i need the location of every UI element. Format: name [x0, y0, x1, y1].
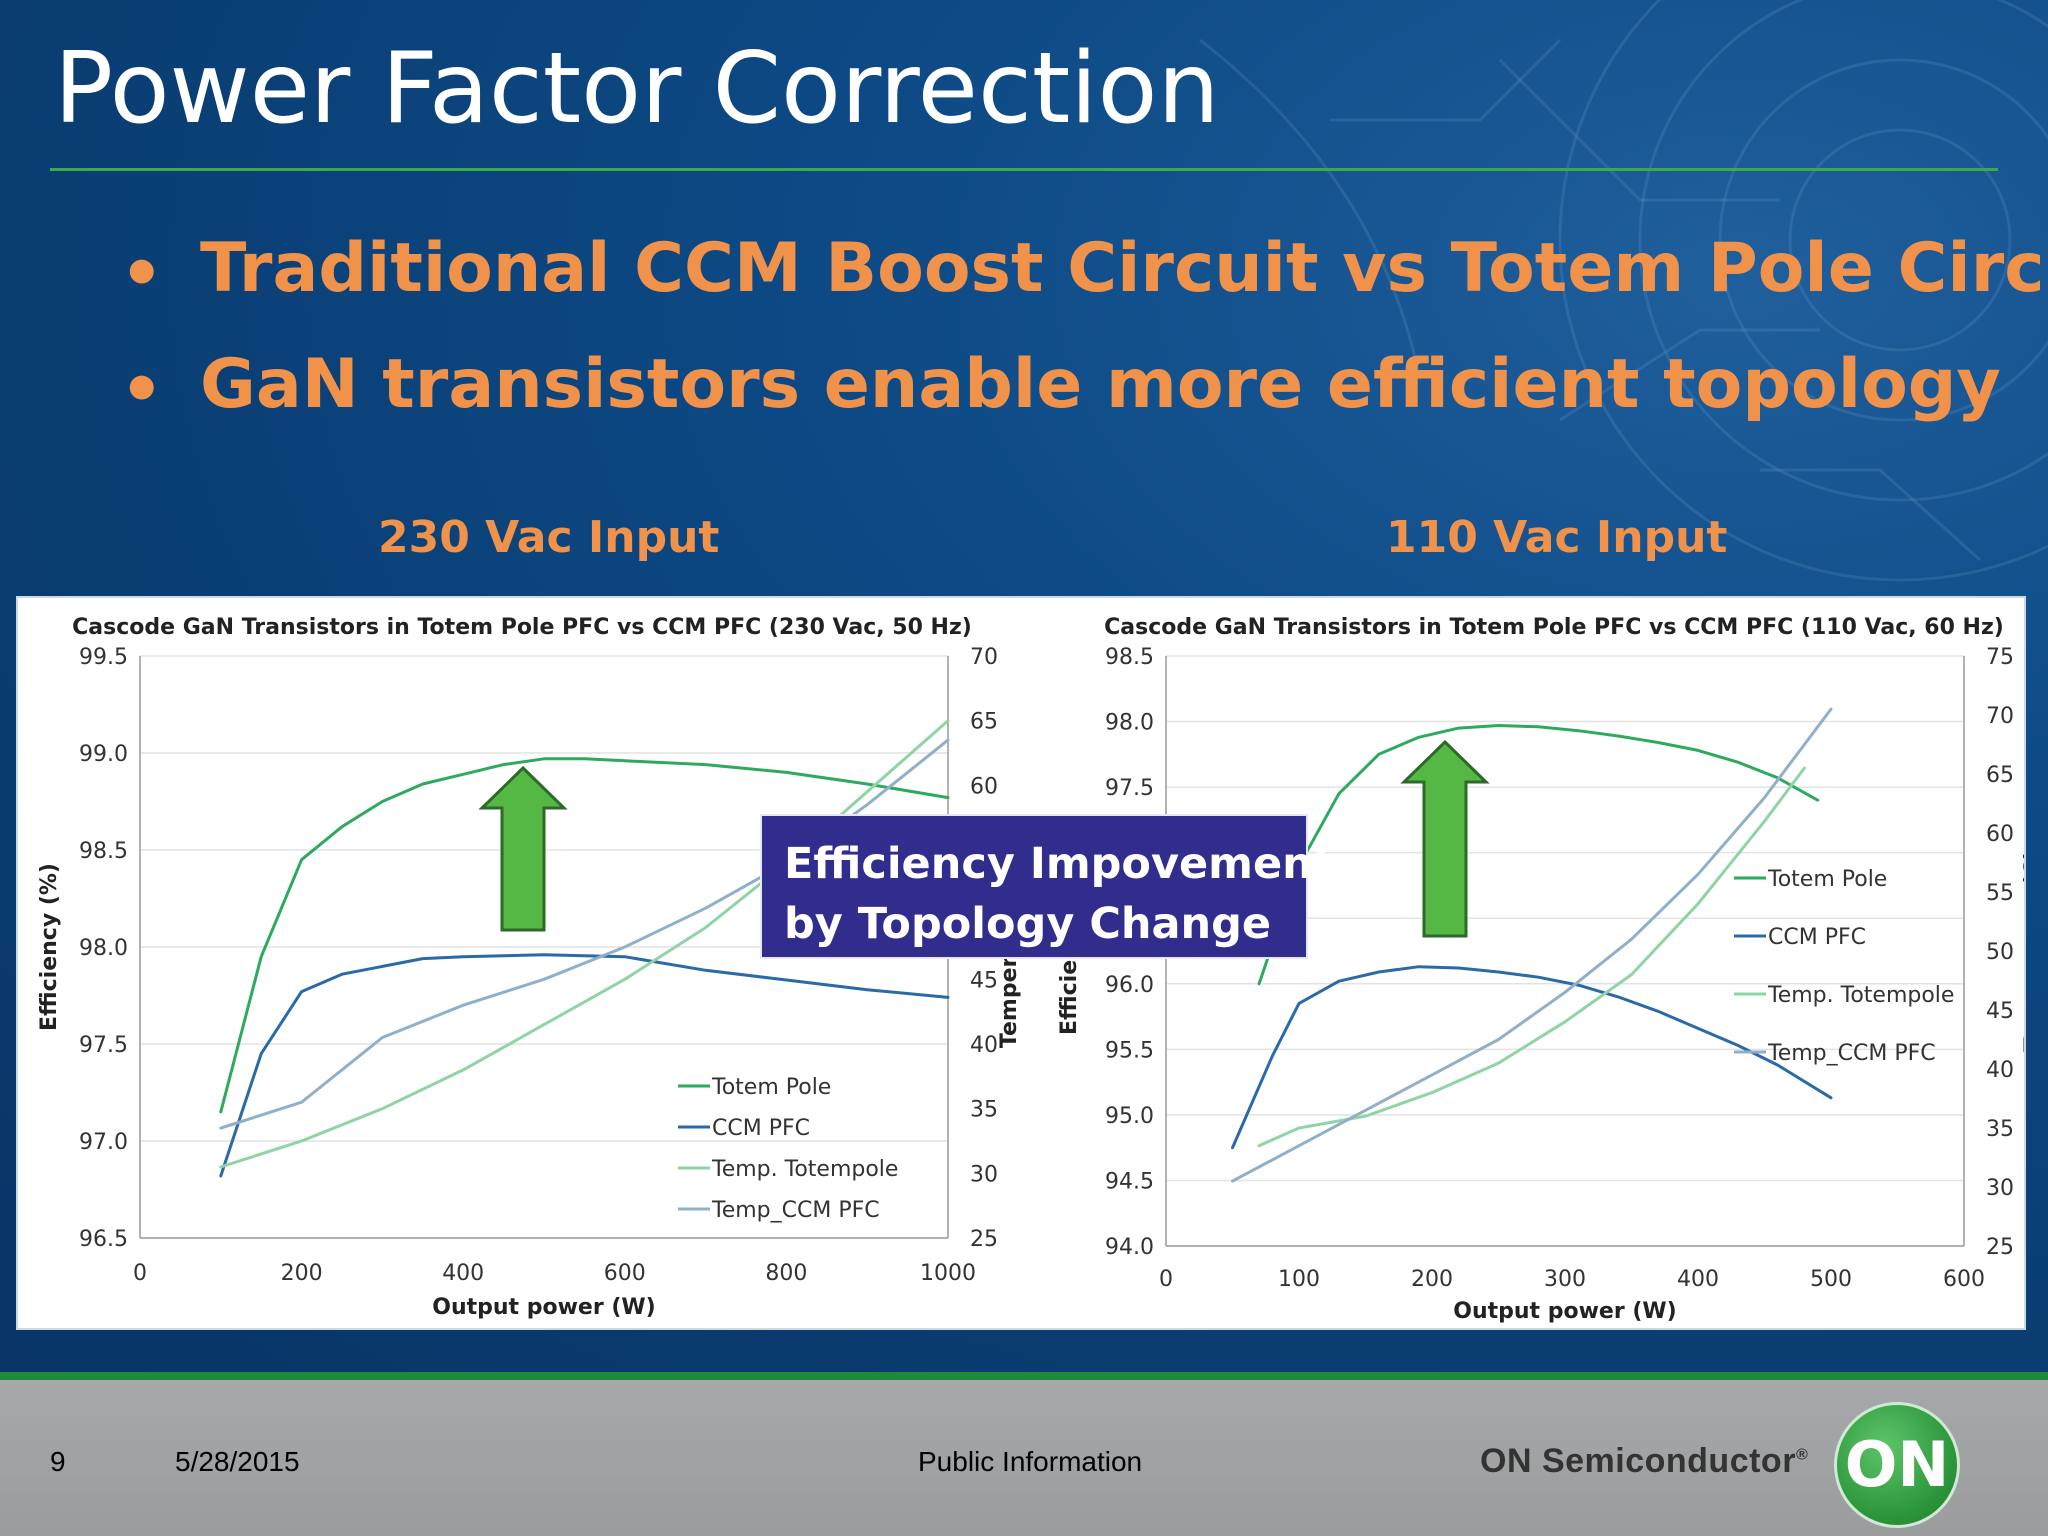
y-tick-label: 96.5	[79, 1227, 128, 1252]
y2-tick-label: 50	[1986, 940, 2014, 965]
y2-tick-label: 25	[970, 1227, 998, 1252]
brand-name: ON Semiconductor®	[1480, 1442, 1808, 1481]
series-line-temp-totempole	[1257, 766, 1806, 1148]
y2-tick-label: 25	[1986, 1235, 2014, 1260]
slide-title: Power Factor Correction	[54, 32, 1220, 146]
y2-tick-label: 70	[1986, 704, 2014, 729]
series-line-ccm-pfc	[219, 953, 950, 1178]
legend-label: CCM PFC	[712, 1116, 810, 1141]
legend-label: Temp. Totempole	[1767, 983, 1954, 1008]
legend-label: Temp. Totempole	[711, 1157, 898, 1182]
y2-tick-label: 75	[1986, 645, 2014, 670]
y2-tick-label: 65	[970, 710, 998, 735]
y-tick-label: 94.5	[1105, 1169, 1154, 1194]
chart-title: Cascode GaN Transistors in Totem Pole PF…	[1104, 615, 2004, 640]
charts-panel: Cascode GaN Transistors in Totem Pole PF…	[16, 596, 2026, 1330]
x-tick-label: 800	[765, 1261, 807, 1286]
footer-classification: Public Information	[918, 1446, 1143, 1477]
x-tick-label: 200	[1411, 1267, 1453, 1292]
x-tick-label: 300	[1544, 1267, 1586, 1292]
on-logo: ON	[1834, 1402, 1960, 1528]
legend-label: Temp_CCM PFC	[711, 1198, 880, 1223]
y2-axis-label: Temperature (C)	[2021, 850, 2024, 1052]
x-axis-label: Output power (W)	[432, 1295, 655, 1320]
logo-text: ON	[1844, 1428, 1950, 1501]
trademark-mark: ®	[1795, 1446, 1809, 1464]
callout-line: Efficiency Impovement	[784, 839, 1334, 889]
x-tick-label: 0	[133, 1261, 147, 1286]
bullet-glyph: •	[120, 235, 164, 314]
y-tick-label: 97.5	[1105, 776, 1154, 801]
bullet-glyph: •	[120, 351, 164, 430]
title-divider	[50, 168, 1998, 171]
series-line-temp-ccm-pfc	[1231, 707, 1833, 1183]
x-tick-label: 0	[1159, 1267, 1173, 1292]
bullet-text: Traditional CCM Boost Circuit vs Totem P…	[200, 229, 2048, 308]
x-tick-label: 400	[1677, 1267, 1719, 1292]
series-line-ccm-pfc	[1231, 965, 1833, 1150]
y2-tick-label: 60	[1986, 822, 2014, 847]
chart-title: Cascode GaN Transistors in Totem Pole PF…	[72, 615, 972, 640]
y2-tick-label: 35	[1986, 1117, 2014, 1142]
y2-tick-label: 45	[970, 968, 998, 993]
circuit-decoration	[1199, 0, 2048, 582]
up-arrow-icon	[1400, 740, 1490, 938]
brand-text: ON Semiconductor	[1480, 1442, 1796, 1480]
legend-label: Temp_CCM PFC	[1767, 1041, 1936, 1066]
legend-label: Totem Pole	[1767, 867, 1887, 892]
y2-tick-label: 40	[970, 1033, 998, 1058]
bullet-text: GaN transistors enable more efficient to…	[200, 345, 2001, 424]
y2-tick-label: 60	[970, 774, 998, 799]
page-number: 9	[50, 1446, 66, 1477]
y-tick-label: 95.5	[1105, 1038, 1154, 1063]
footer-accent-strip	[0, 1372, 2048, 1382]
legend-label: Totem Pole	[711, 1075, 831, 1100]
y-tick-label: 94.0	[1105, 1235, 1154, 1260]
y-tick-label: 98.5	[79, 839, 128, 864]
x-tick-label: 600	[1943, 1267, 1985, 1292]
y-tick-label: 98.5	[1105, 645, 1154, 670]
footer-bar	[0, 1380, 2048, 1536]
legend-label: CCM PFC	[1768, 925, 1866, 950]
x-tick-label: 100	[1278, 1267, 1320, 1292]
subhead-230vac: 230 Vac Input	[378, 512, 720, 563]
y2-tick-label: 45	[1986, 999, 2014, 1024]
y2-tick-label: 35	[970, 1098, 998, 1123]
y2-tick-label: 30	[1986, 1176, 2014, 1201]
bullet-item: • Traditional CCM Boost Circuit vs Totem …	[120, 235, 2048, 351]
y2-tick-label: 40	[1986, 1058, 2014, 1083]
y-tick-label: 99.0	[79, 742, 128, 767]
y-tick-label: 99.5	[79, 645, 128, 670]
x-tick-label: 400	[442, 1261, 484, 1286]
y-tick-label: 97.0	[79, 1130, 128, 1155]
callout-box: Efficiency Impovement by Topology Change	[760, 814, 1334, 959]
subhead-110vac: 110 Vac Input	[1386, 512, 1728, 563]
y2-tick-label: 65	[1986, 763, 2014, 788]
bullet-item: • GaN transistors enable more efficient t…	[120, 351, 2048, 467]
y-axis-label: Efficiency (%)	[37, 863, 62, 1031]
callout-line: by Topology Change	[784, 899, 1272, 949]
chart-230vac: Cascode GaN Transistors in Totem Pole PF…	[37, 615, 1022, 1320]
y-tick-label: 96.0	[1105, 973, 1154, 998]
x-tick-label: 600	[604, 1261, 646, 1286]
chart-110vac: Cascode GaN Transistors in Totem Pole PF…	[1057, 615, 2024, 1324]
y-tick-label: 98.0	[79, 936, 128, 961]
bullet-list: • Traditional CCM Boost Circuit vs Totem …	[120, 235, 2048, 467]
x-tick-label: 500	[1810, 1267, 1852, 1292]
y2-tick-label: 55	[1986, 881, 2014, 906]
series-line-totem-pole	[219, 757, 950, 1114]
y-tick-label: 98.0	[1105, 711, 1154, 736]
up-arrow-icon	[478, 766, 568, 932]
x-tick-label: 200	[281, 1261, 323, 1286]
x-axis-label: Output power (W)	[1453, 1299, 1676, 1324]
footer-date: 5/28/2015	[175, 1446, 300, 1477]
x-tick-label: 1000	[920, 1261, 976, 1286]
y2-tick-label: 30	[970, 1162, 998, 1187]
y-tick-label: 97.5	[79, 1033, 128, 1058]
series-line-totem-pole	[1257, 724, 1820, 986]
y2-tick-label: 70	[970, 645, 998, 670]
y-tick-label: 95.0	[1105, 1104, 1154, 1129]
